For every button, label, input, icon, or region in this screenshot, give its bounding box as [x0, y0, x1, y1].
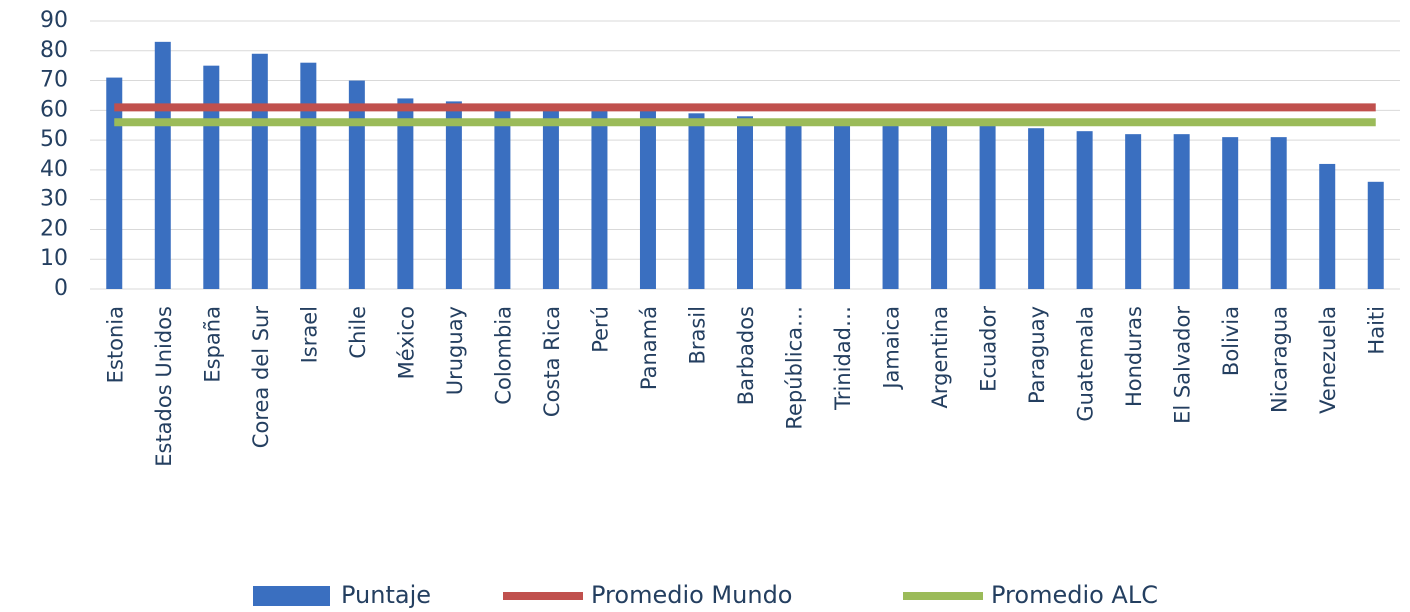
x-tick-label: El Salvador — [1171, 306, 1195, 424]
bar — [203, 65, 220, 290]
x-tick-label: Nicaragua — [1268, 306, 1292, 413]
legend-label: Promedio ALC — [991, 581, 1158, 609]
bar — [1173, 134, 1190, 289]
x-tick-label: Panamá — [637, 306, 661, 390]
bar — [591, 110, 608, 289]
bar — [1367, 181, 1384, 289]
bar — [106, 77, 123, 289]
y-tick-label: 80 — [40, 38, 68, 63]
bar — [1319, 163, 1336, 289]
x-tick-label: Perú — [588, 306, 612, 353]
x-tick-label: Ecuador — [977, 306, 1001, 392]
x-tick-label: Israel — [297, 306, 321, 363]
x-tick-label: España — [200, 306, 224, 383]
legend-swatch — [253, 586, 330, 606]
bar — [542, 110, 559, 289]
x-tick-label: Corea del Sur — [249, 306, 273, 449]
bar — [348, 80, 365, 289]
x-tick-label: Argentina — [928, 306, 952, 408]
bar — [1222, 137, 1239, 289]
x-tick-label: Bolivia — [1219, 306, 1243, 376]
x-tick-label: Brasil — [685, 306, 709, 365]
y-tick-label: 0 — [54, 276, 68, 301]
y-tick-label: 10 — [40, 246, 68, 271]
x-tick-label: Uruguay — [443, 306, 467, 395]
bar — [154, 41, 171, 289]
bar — [1028, 128, 1045, 289]
bar — [445, 101, 462, 290]
bar — [785, 119, 802, 290]
bar — [397, 98, 414, 289]
bar — [979, 125, 996, 289]
x-tick-label: Honduras — [1122, 306, 1146, 407]
x-tick-label: Chile — [346, 306, 370, 359]
x-tick-label: México — [394, 306, 418, 379]
bar — [882, 122, 899, 289]
y-tick-label: 90 — [40, 8, 68, 33]
bar — [931, 122, 948, 289]
x-tick-label: Estonia — [103, 306, 127, 383]
x-tick-label: Barbados — [734, 306, 758, 405]
bar — [1125, 134, 1142, 289]
legend-label: Puntaje — [341, 581, 431, 609]
x-tick-label: Colombia — [491, 306, 515, 405]
x-tick-label: Costa Rica — [540, 306, 564, 417]
bar — [251, 53, 268, 289]
y-tick-label: 70 — [40, 68, 68, 93]
bar — [737, 116, 753, 290]
bar — [834, 119, 851, 290]
bar — [300, 62, 317, 289]
bar — [639, 110, 656, 289]
y-tick-label: 20 — [40, 216, 68, 241]
x-tick-label: Trinidad… — [831, 306, 855, 411]
x-tick-label: Guatemala — [1074, 306, 1098, 422]
bar — [1076, 131, 1093, 289]
bar — [1270, 137, 1287, 289]
y-tick-label: 30 — [40, 187, 68, 212]
x-tick-label: Paraguay — [1025, 306, 1049, 404]
x-tick-label: Haiti — [1365, 306, 1389, 355]
x-tick-label: Venezuela — [1316, 306, 1340, 414]
x-tick-label: República… — [783, 306, 807, 430]
legend-label: Promedio Mundo — [591, 581, 792, 609]
bar — [688, 113, 705, 289]
x-tick-label: Jamaica — [880, 306, 904, 391]
x-tick-label: Estados Unidos — [152, 306, 176, 467]
y-tick-label: 50 — [40, 127, 68, 152]
y-tick-label: 60 — [40, 97, 68, 122]
y-tick-label: 40 — [40, 157, 68, 182]
bar — [494, 110, 511, 289]
